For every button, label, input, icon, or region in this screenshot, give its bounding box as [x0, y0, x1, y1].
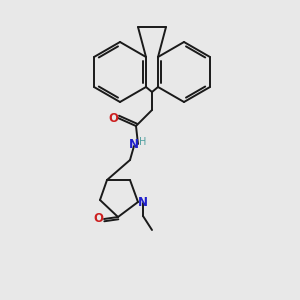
Text: O: O [108, 112, 118, 124]
Text: N: N [129, 139, 139, 152]
Text: N: N [138, 196, 148, 208]
Text: O: O [93, 212, 103, 224]
Text: H: H [139, 137, 147, 147]
